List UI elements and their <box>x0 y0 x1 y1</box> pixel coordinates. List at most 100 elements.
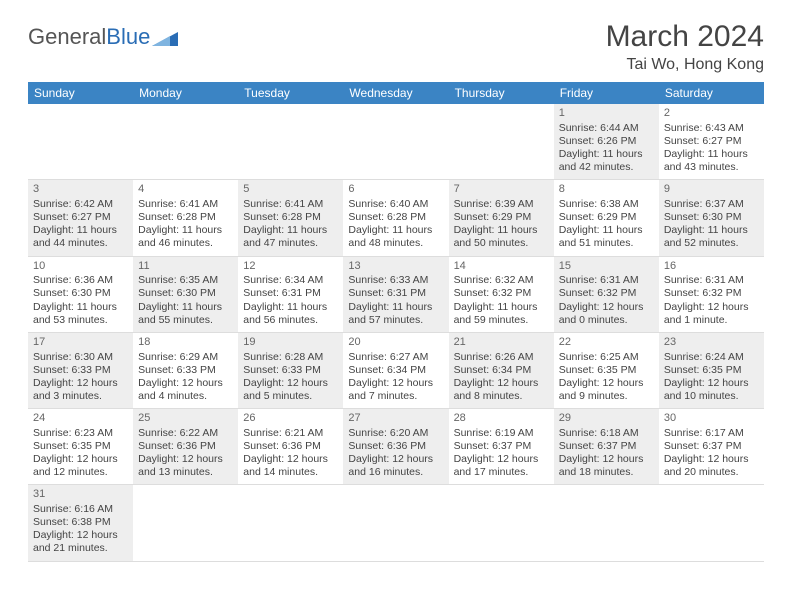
sunrise-text: Sunrise: 6:40 AM <box>348 198 443 211</box>
day-number: 8 <box>559 183 654 197</box>
calendar-cell <box>659 485 764 561</box>
day-number: 27 <box>348 412 443 426</box>
daylight-text: Daylight: 11 hours and 53 minutes. <box>33 301 128 327</box>
day-number: 25 <box>138 412 233 426</box>
calendar-cell: 11Sunrise: 6:35 AMSunset: 6:30 PMDayligh… <box>133 256 238 332</box>
sunset-text: Sunset: 6:28 PM <box>138 211 233 224</box>
day-number: 24 <box>33 412 128 426</box>
day-number: 3 <box>33 183 128 197</box>
title-area: March 2024 Tai Wo, Hong Kong <box>606 20 764 74</box>
calendar-cell: 22Sunrise: 6:25 AMSunset: 6:35 PMDayligh… <box>554 332 659 408</box>
day-number: 7 <box>454 183 549 197</box>
day-number: 14 <box>454 260 549 274</box>
day-number: 30 <box>664 412 759 426</box>
calendar-grid: SundayMondayTuesdayWednesdayThursdayFrid… <box>28 82 764 562</box>
daylight-text: Daylight: 12 hours and 18 minutes. <box>559 453 654 479</box>
calendar-cell <box>554 485 659 561</box>
calendar-week: 1Sunrise: 6:44 AMSunset: 6:26 PMDaylight… <box>28 104 764 180</box>
sunrise-text: Sunrise: 6:31 AM <box>664 274 759 287</box>
daylight-text: Daylight: 11 hours and 50 minutes. <box>454 224 549 250</box>
daylight-text: Daylight: 11 hours and 42 minutes. <box>559 148 654 174</box>
day-number: 12 <box>243 260 338 274</box>
daylight-text: Daylight: 11 hours and 55 minutes. <box>138 301 233 327</box>
calendar-cell: 24Sunrise: 6:23 AMSunset: 6:35 PMDayligh… <box>28 409 133 485</box>
calendar-cell: 19Sunrise: 6:28 AMSunset: 6:33 PMDayligh… <box>238 332 343 408</box>
day-number: 22 <box>559 336 654 350</box>
calendar-cell: 26Sunrise: 6:21 AMSunset: 6:36 PMDayligh… <box>238 409 343 485</box>
day-number: 1 <box>559 107 654 121</box>
calendar-cell <box>449 485 554 561</box>
calendar-cell: 29Sunrise: 6:18 AMSunset: 6:37 PMDayligh… <box>554 409 659 485</box>
sunset-text: Sunset: 6:36 PM <box>138 440 233 453</box>
calendar-cell: 1Sunrise: 6:44 AMSunset: 6:26 PMDaylight… <box>554 104 659 180</box>
daylight-text: Daylight: 12 hours and 3 minutes. <box>33 377 128 403</box>
sunrise-text: Sunrise: 6:25 AM <box>559 351 654 364</box>
daylight-text: Daylight: 11 hours and 48 minutes. <box>348 224 443 250</box>
calendar-cell: 10Sunrise: 6:36 AMSunset: 6:30 PMDayligh… <box>28 256 133 332</box>
calendar-cell <box>28 104 133 180</box>
sunset-text: Sunset: 6:32 PM <box>664 287 759 300</box>
calendar-cell: 6Sunrise: 6:40 AMSunset: 6:28 PMDaylight… <box>343 180 448 256</box>
sunset-text: Sunset: 6:38 PM <box>33 516 128 529</box>
day-number: 2 <box>664 107 759 121</box>
day-number: 19 <box>243 336 338 350</box>
sunset-text: Sunset: 6:33 PM <box>33 364 128 377</box>
daylight-text: Daylight: 11 hours and 51 minutes. <box>559 224 654 250</box>
calendar-week: 3Sunrise: 6:42 AMSunset: 6:27 PMDaylight… <box>28 180 764 256</box>
calendar-cell: 8Sunrise: 6:38 AMSunset: 6:29 PMDaylight… <box>554 180 659 256</box>
dayname-header: Tuesday <box>238 82 343 104</box>
sunrise-text: Sunrise: 6:43 AM <box>664 122 759 135</box>
calendar-cell: 12Sunrise: 6:34 AMSunset: 6:31 PMDayligh… <box>238 256 343 332</box>
page-title: March 2024 <box>606 20 764 54</box>
sunrise-text: Sunrise: 6:20 AM <box>348 427 443 440</box>
daylight-text: Daylight: 11 hours and 57 minutes. <box>348 301 443 327</box>
flag-icon <box>152 28 178 46</box>
daylight-text: Daylight: 11 hours and 46 minutes. <box>138 224 233 250</box>
day-number: 4 <box>138 183 233 197</box>
sunrise-text: Sunrise: 6:17 AM <box>664 427 759 440</box>
sunset-text: Sunset: 6:30 PM <box>33 287 128 300</box>
dayname-header: Friday <box>554 82 659 104</box>
sunrise-text: Sunrise: 6:37 AM <box>664 198 759 211</box>
calendar-cell: 31Sunrise: 6:16 AMSunset: 6:38 PMDayligh… <box>28 485 133 561</box>
calendar-cell <box>133 104 238 180</box>
sunset-text: Sunset: 6:34 PM <box>348 364 443 377</box>
logo-text-blue: Blue <box>106 24 150 50</box>
day-number: 10 <box>33 260 128 274</box>
dayname-header: Monday <box>133 82 238 104</box>
calendar-cell: 18Sunrise: 6:29 AMSunset: 6:33 PMDayligh… <box>133 332 238 408</box>
sunrise-text: Sunrise: 6:27 AM <box>348 351 443 364</box>
sunrise-text: Sunrise: 6:44 AM <box>559 122 654 135</box>
sunset-text: Sunset: 6:26 PM <box>559 135 654 148</box>
sunrise-text: Sunrise: 6:41 AM <box>243 198 338 211</box>
day-number: 17 <box>33 336 128 350</box>
page-header: GeneralBlue March 2024 Tai Wo, Hong Kong <box>28 20 764 74</box>
sunset-text: Sunset: 6:30 PM <box>664 211 759 224</box>
sunset-text: Sunset: 6:32 PM <box>559 287 654 300</box>
calendar-week: 24Sunrise: 6:23 AMSunset: 6:35 PMDayligh… <box>28 409 764 485</box>
calendar-cell <box>238 485 343 561</box>
calendar-cell: 14Sunrise: 6:32 AMSunset: 6:32 PMDayligh… <box>449 256 554 332</box>
daylight-text: Daylight: 11 hours and 47 minutes. <box>243 224 338 250</box>
day-number: 23 <box>664 336 759 350</box>
day-number: 16 <box>664 260 759 274</box>
day-number: 11 <box>138 260 233 274</box>
calendar-cell <box>133 485 238 561</box>
sunset-text: Sunset: 6:27 PM <box>33 211 128 224</box>
day-number: 6 <box>348 183 443 197</box>
sunrise-text: Sunrise: 6:41 AM <box>138 198 233 211</box>
daylight-text: Daylight: 12 hours and 21 minutes. <box>33 529 128 555</box>
day-number: 21 <box>454 336 549 350</box>
calendar-cell: 13Sunrise: 6:33 AMSunset: 6:31 PMDayligh… <box>343 256 448 332</box>
day-number: 26 <box>243 412 338 426</box>
day-number: 28 <box>454 412 549 426</box>
sunset-text: Sunset: 6:27 PM <box>664 135 759 148</box>
sunset-text: Sunset: 6:35 PM <box>33 440 128 453</box>
sunrise-text: Sunrise: 6:26 AM <box>454 351 549 364</box>
day-number: 18 <box>138 336 233 350</box>
daylight-text: Daylight: 12 hours and 9 minutes. <box>559 377 654 403</box>
daylight-text: Daylight: 12 hours and 17 minutes. <box>454 453 549 479</box>
calendar-cell: 15Sunrise: 6:31 AMSunset: 6:32 PMDayligh… <box>554 256 659 332</box>
sunset-text: Sunset: 6:34 PM <box>454 364 549 377</box>
sunset-text: Sunset: 6:35 PM <box>559 364 654 377</box>
